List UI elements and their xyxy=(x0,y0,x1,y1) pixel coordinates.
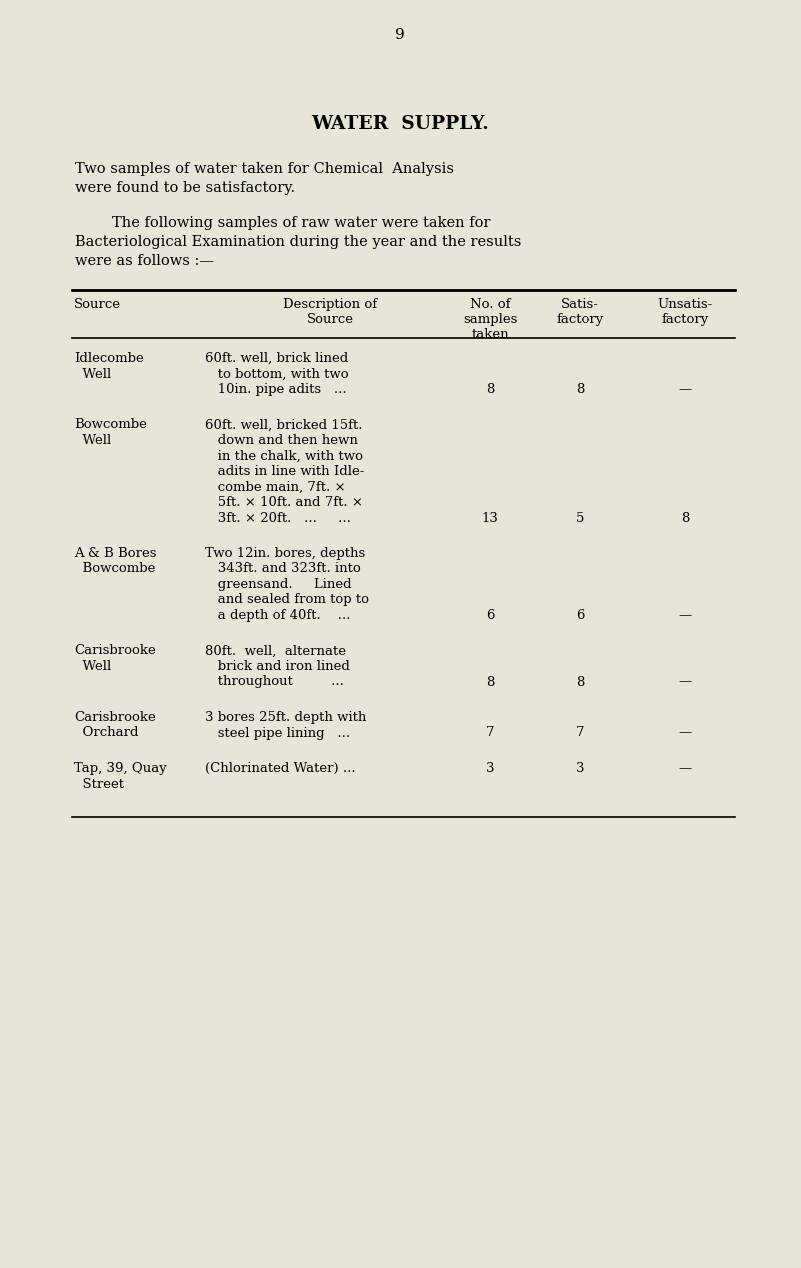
Text: 9: 9 xyxy=(395,28,405,42)
Text: 60ft. well, brick lined: 60ft. well, brick lined xyxy=(205,353,348,365)
Text: 8: 8 xyxy=(681,511,689,525)
Text: brick and iron lined: brick and iron lined xyxy=(205,661,350,673)
Text: A & B Bores: A & B Bores xyxy=(74,547,156,560)
Text: 3 bores 25ft. depth with: 3 bores 25ft. depth with xyxy=(205,711,366,724)
Text: 3: 3 xyxy=(576,762,584,775)
Text: a depth of 40ft.    ...: a depth of 40ft. ... xyxy=(205,609,351,623)
Text: (Chlorinated Water) ...: (Chlorinated Water) ... xyxy=(205,762,356,775)
Text: 8: 8 xyxy=(576,676,584,689)
Text: Well: Well xyxy=(74,434,111,448)
Text: 7: 7 xyxy=(576,727,584,739)
Text: 343ft. and 323ft. into: 343ft. and 323ft. into xyxy=(205,563,360,576)
Text: The following samples of raw water were taken for: The following samples of raw water were … xyxy=(75,216,490,230)
Text: 8: 8 xyxy=(486,676,494,689)
Text: Carisbrooke: Carisbrooke xyxy=(74,644,155,658)
Text: Two samples of water taken for Chemical  Analysis: Two samples of water taken for Chemical … xyxy=(75,162,454,176)
Text: Bowcombe: Bowcombe xyxy=(74,418,147,431)
Text: Satis-
factory: Satis- factory xyxy=(557,298,604,326)
Text: Well: Well xyxy=(74,661,111,673)
Text: 8: 8 xyxy=(486,383,494,396)
Text: Orchard: Orchard xyxy=(74,727,139,739)
Text: Description of
Source: Description of Source xyxy=(283,298,377,326)
Text: 80ft.  well,  alternate: 80ft. well, alternate xyxy=(205,644,346,658)
Text: 13: 13 xyxy=(481,511,498,525)
Text: 8: 8 xyxy=(576,383,584,396)
Text: 60ft. well, bricked 15ft.: 60ft. well, bricked 15ft. xyxy=(205,418,363,431)
Text: —: — xyxy=(678,676,691,689)
Text: WATER  SUPPLY.: WATER SUPPLY. xyxy=(311,115,489,133)
Text: —: — xyxy=(678,609,691,623)
Text: 5: 5 xyxy=(576,511,584,525)
Text: and sealed from top to: and sealed from top to xyxy=(205,593,369,606)
Text: in the chalk, with two: in the chalk, with two xyxy=(205,449,363,463)
Text: —: — xyxy=(678,762,691,775)
Text: Source: Source xyxy=(74,298,121,311)
Text: 3ft. × 20ft.   ...     ...: 3ft. × 20ft. ... ... xyxy=(205,511,351,525)
Text: to bottom, with two: to bottom, with two xyxy=(205,368,348,380)
Text: adits in line with Idle-: adits in line with Idle- xyxy=(205,465,364,478)
Text: Well: Well xyxy=(74,368,111,380)
Text: Bacteriological Examination during the year and the results: Bacteriological Examination during the y… xyxy=(75,235,521,249)
Text: 10in. pipe adits   ...: 10in. pipe adits ... xyxy=(205,383,347,396)
Text: combe main, 7ft. ×: combe main, 7ft. × xyxy=(205,481,345,493)
Text: —: — xyxy=(678,383,691,396)
Text: Bowcombe: Bowcombe xyxy=(74,563,155,576)
Text: greensand.     Lined: greensand. Lined xyxy=(205,578,352,591)
Text: Two 12in. bores, depths: Two 12in. bores, depths xyxy=(205,547,365,560)
Text: 5ft. × 10ft. and 7ft. ×: 5ft. × 10ft. and 7ft. × xyxy=(205,496,363,508)
Text: down and then hewn: down and then hewn xyxy=(205,434,358,448)
Text: No. of
samples
taken: No. of samples taken xyxy=(463,298,517,341)
Text: Street: Street xyxy=(74,777,124,790)
Text: 7: 7 xyxy=(485,727,494,739)
Text: Carisbrooke: Carisbrooke xyxy=(74,711,155,724)
Text: were as follows :—: were as follows :— xyxy=(75,254,214,268)
Text: Tap, 39, Quay: Tap, 39, Quay xyxy=(74,762,167,775)
Text: 3: 3 xyxy=(485,762,494,775)
Text: Idlecombe: Idlecombe xyxy=(74,353,143,365)
Text: —: — xyxy=(678,727,691,739)
Text: steel pipe lining   ...: steel pipe lining ... xyxy=(205,727,350,739)
Text: 6: 6 xyxy=(485,609,494,623)
Text: Unsatis-
factory: Unsatis- factory xyxy=(658,298,713,326)
Text: 6: 6 xyxy=(576,609,584,623)
Text: were found to be satisfactory.: were found to be satisfactory. xyxy=(75,181,295,195)
Text: throughout         ...: throughout ... xyxy=(205,676,344,689)
